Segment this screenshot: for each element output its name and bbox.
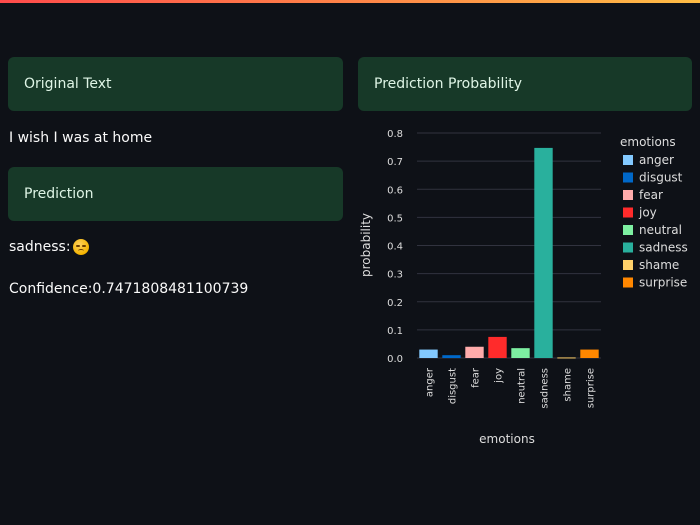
legend-label-fear[interactable]: fear — [639, 188, 663, 202]
y-tick-label: 0.0 — [387, 354, 403, 365]
y-tick-label: 0.6 — [387, 185, 403, 196]
original-text-value: I wish I was at home — [9, 130, 153, 146]
x-tick-label-sadness: sadness — [540, 368, 551, 409]
y-tick-label: 0.3 — [387, 270, 403, 281]
bar-neutral[interactable] — [511, 348, 530, 358]
bar-shame[interactable] — [557, 357, 576, 359]
confidence-value: Confidence:0.7471808481100739 — [9, 281, 249, 297]
original-text-header-label: Original Text — [24, 76, 112, 92]
y-tick-label: 0.7 — [387, 157, 403, 168]
legend-swatch-disgust[interactable] — [623, 172, 633, 183]
prediction-header: Prediction — [8, 167, 343, 221]
legend-label-anger[interactable]: anger — [639, 153, 674, 167]
legend-label-disgust[interactable]: disgust — [639, 171, 683, 185]
legend-swatch-joy[interactable] — [623, 207, 633, 218]
legend-title: emotions — [620, 135, 676, 149]
prediction-probability-header: Prediction Probability — [358, 57, 692, 111]
bar-fear[interactable] — [465, 346, 484, 358]
x-tick-label-shame: shame — [563, 368, 574, 402]
x-tick-label-neutral: neutral — [517, 368, 528, 404]
legend-swatch-shame[interactable] — [623, 260, 633, 270]
bar-surprise[interactable] — [580, 349, 599, 358]
y-tick-label: 0.5 — [387, 213, 403, 224]
original-text-header: Original Text — [8, 57, 343, 111]
y-tick-label: 0.8 — [387, 129, 403, 140]
x-tick-label-joy: joy — [494, 368, 505, 384]
legend-label-neutral[interactable]: neutral — [639, 223, 682, 237]
legend-swatch-sadness[interactable] — [623, 242, 633, 253]
legend-swatch-anger[interactable] — [623, 155, 633, 165]
x-tick-label-surprise: surprise — [586, 368, 597, 408]
legend-label-sadness[interactable]: sadness — [639, 241, 688, 255]
x-axis-ticks: anger disgust fear joy neutral sadness shame su… — [425, 367, 597, 408]
x-tick-label-disgust: disgust — [448, 368, 459, 404]
legend-label-shame[interactable]: shame — [639, 258, 679, 272]
prediction-result: sadness: — [9, 239, 89, 255]
prediction-probability-header-label: Prediction Probability — [374, 76, 523, 92]
chart-bars — [419, 147, 599, 359]
bar-anger[interactable] — [419, 349, 438, 358]
top-decoration-bar — [0, 0, 700, 3]
x-axis-label: emotions — [479, 432, 535, 446]
bar-disgust[interactable] — [442, 355, 461, 358]
chart-legend: emotions anger disgust fear joy neutral sadne… — [620, 135, 688, 290]
probability-bar-chart: 0.0 0.1 0.2 0.3 0.4 0.5 0.6 0.7 0.8 anger disgust… — [359, 129, 688, 446]
x-tick-label-fear: fear — [471, 367, 482, 388]
bar-joy[interactable] — [488, 336, 507, 358]
y-tick-label: 0.2 — [387, 298, 403, 309]
chart-grid — [417, 132, 601, 359]
legend-label-joy[interactable]: joy — [638, 206, 657, 220]
legend-label-surprise[interactable]: surprise — [639, 276, 687, 290]
legend-swatch-neutral[interactable] — [623, 225, 633, 235]
prediction-label: sadness: — [9, 239, 71, 255]
y-axis-label: probability — [359, 213, 373, 277]
y-axis-ticks: 0.0 0.1 0.2 0.3 0.4 0.5 0.6 0.7 0.8 — [387, 129, 403, 365]
prediction-header-label: Prediction — [24, 186, 94, 202]
bar-sadness[interactable] — [534, 147, 553, 358]
legend-swatch-fear[interactable] — [623, 190, 633, 200]
y-tick-label: 0.1 — [387, 326, 403, 337]
legend-swatch-surprise[interactable] — [623, 277, 633, 288]
y-tick-label: 0.4 — [387, 242, 403, 253]
x-tick-label-anger: anger — [425, 367, 436, 397]
pensive-face-icon — [72, 239, 89, 255]
